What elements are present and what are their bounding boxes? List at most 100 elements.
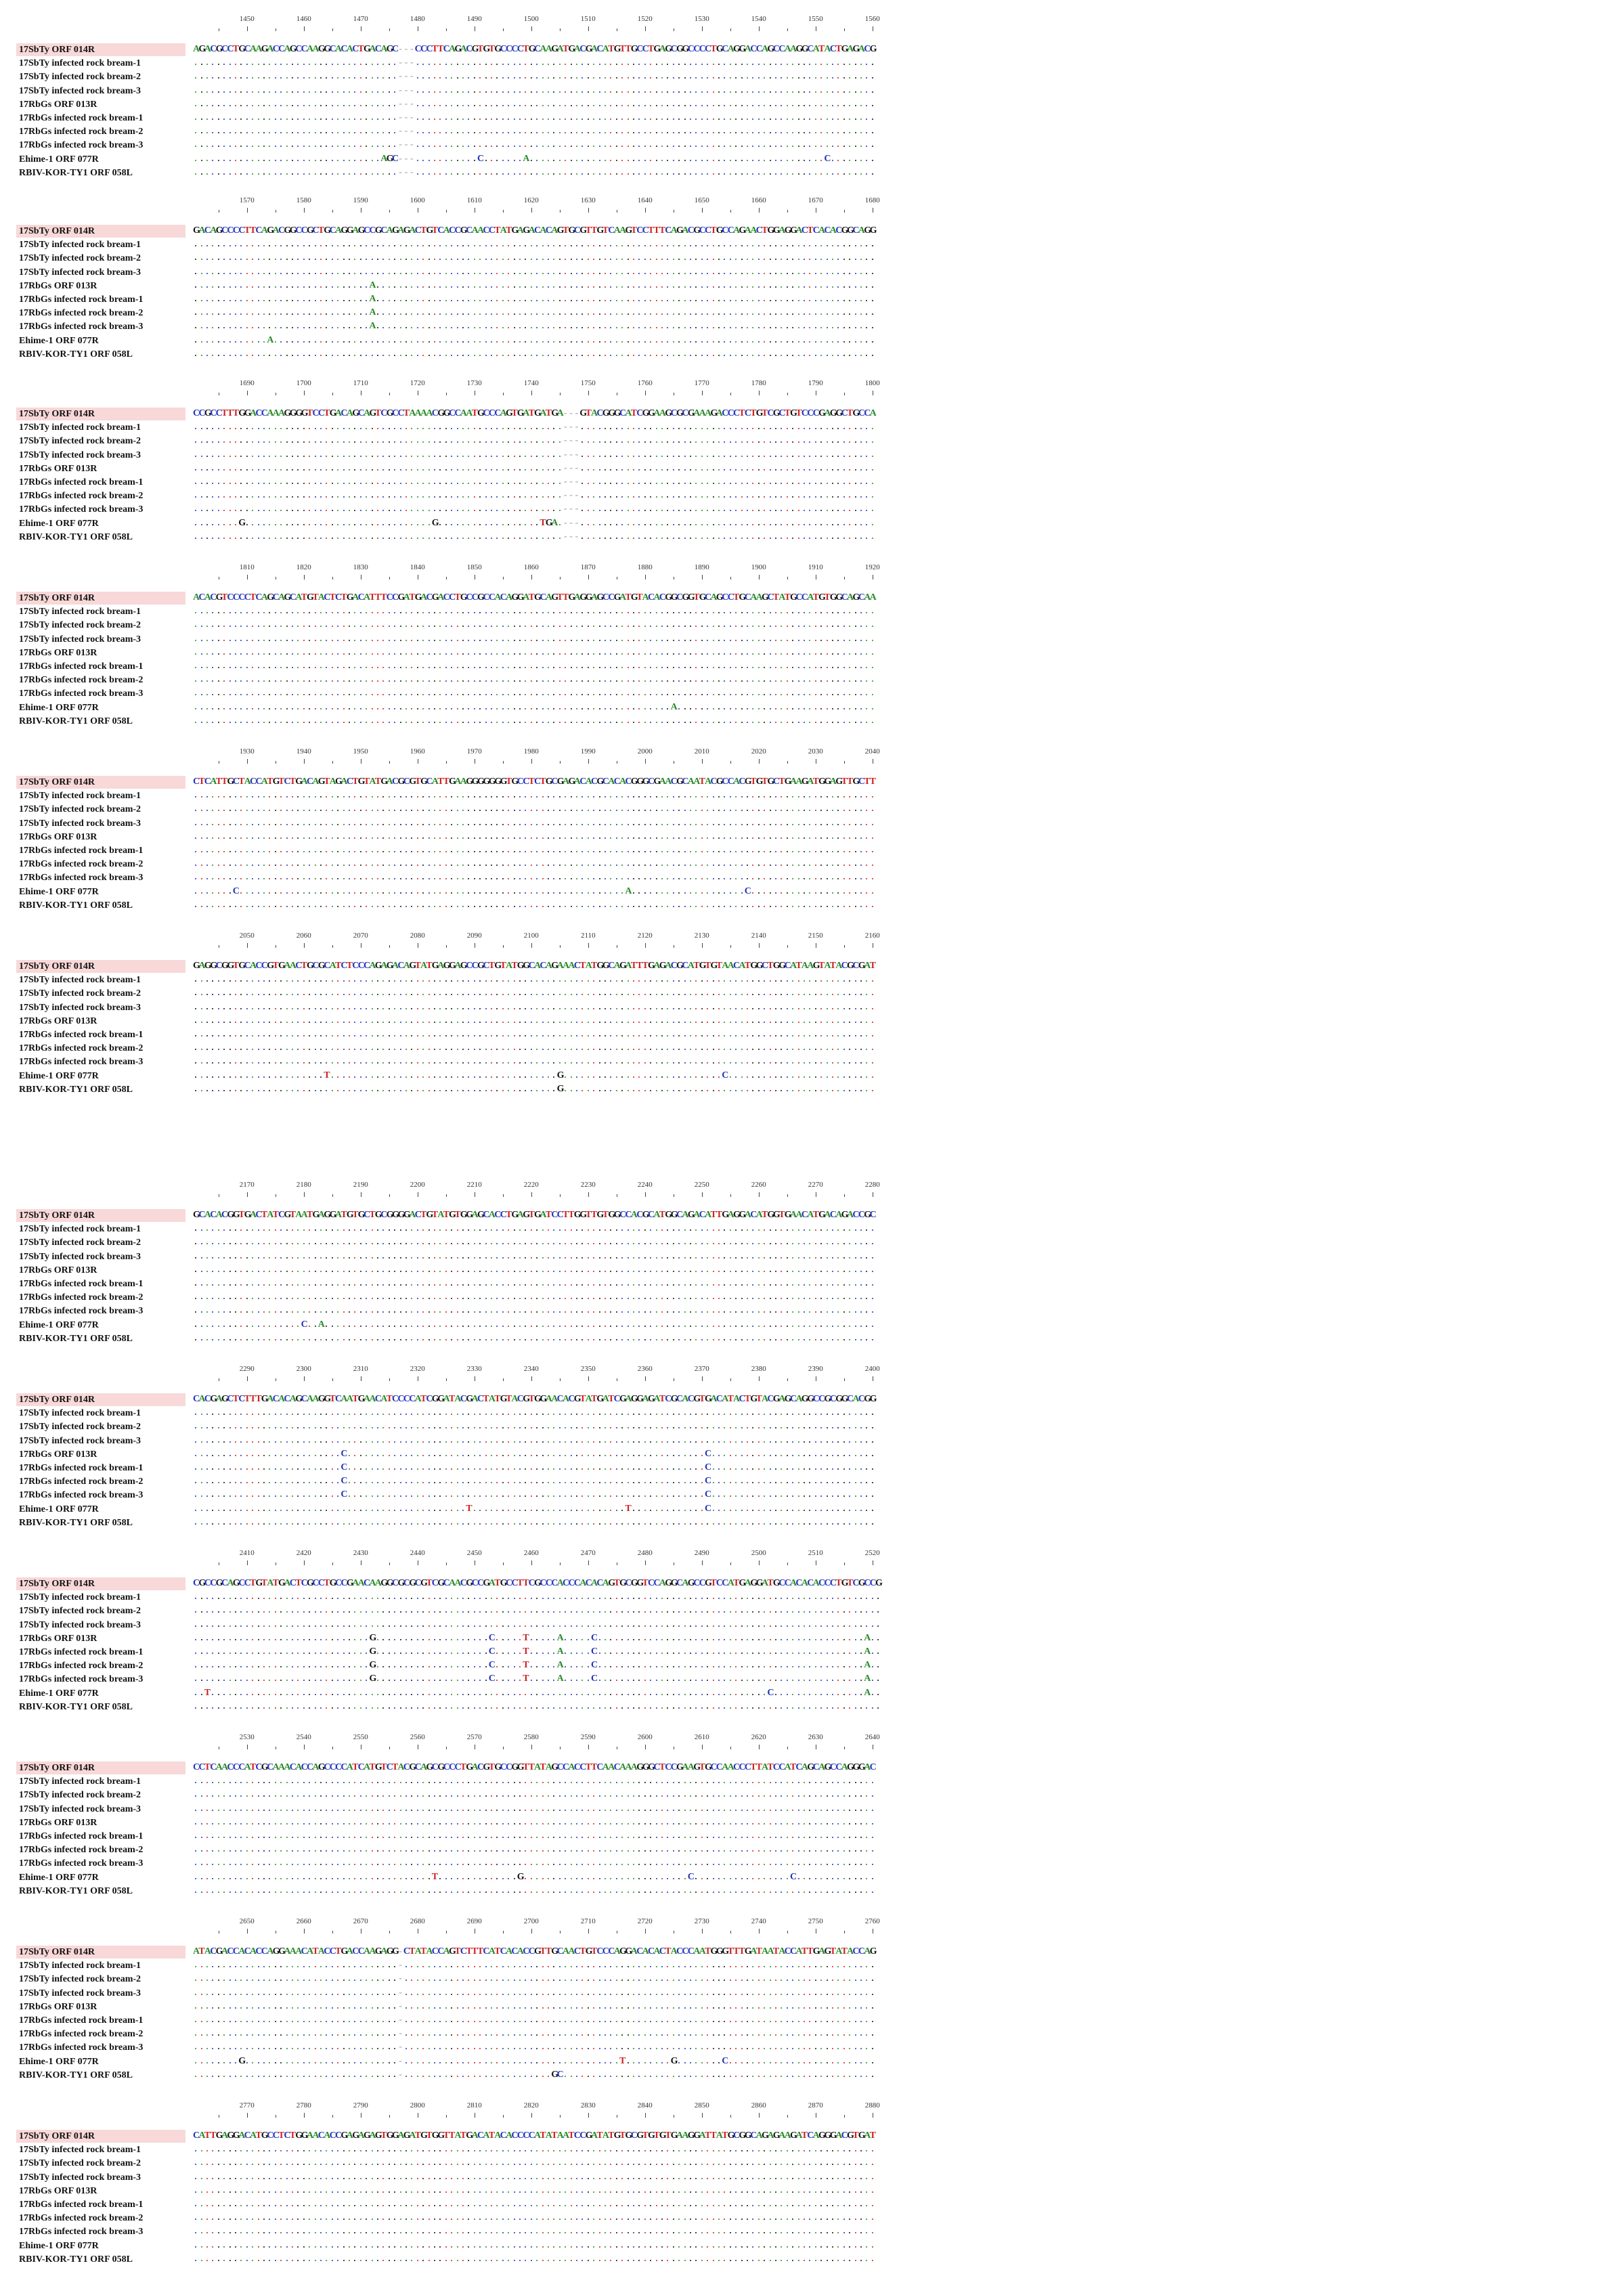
- identity-dot: [684, 428, 686, 429]
- identity-dot: [815, 341, 816, 343]
- identity-dot: [372, 441, 373, 443]
- identity-dot: [701, 105, 703, 106]
- identity-dot: [673, 428, 674, 429]
- identity-dot: [195, 286, 196, 288]
- identity-dot: [735, 160, 737, 161]
- identity-dot: [519, 146, 521, 147]
- identity-dot: [297, 456, 299, 457]
- identity-dot: [667, 483, 668, 484]
- identity-dot: [701, 300, 703, 301]
- base: G: [403, 223, 409, 238]
- identity-dot: [809, 286, 810, 288]
- base: T: [762, 406, 767, 420]
- base: C: [608, 223, 613, 238]
- base: A: [204, 42, 210, 56]
- identity-dot: [656, 64, 657, 65]
- identity-dot: [633, 428, 634, 429]
- identity-dot: [235, 441, 236, 443]
- identity-dot: [309, 286, 310, 288]
- identity-dot: [269, 441, 270, 443]
- identity-dot: [218, 428, 219, 429]
- identity-dot: [752, 300, 753, 301]
- identity-dot: [258, 118, 259, 120]
- identity-dot: [581, 64, 583, 65]
- identity-dot: [439, 286, 441, 288]
- sequence-name: 17SbTy infected rock bream-3: [16, 449, 185, 462]
- identity-dot: [565, 132, 566, 133]
- identity-dot: [258, 91, 259, 93]
- identity-dot: [673, 132, 674, 133]
- identity-dot: [565, 160, 566, 161]
- identity-dot: [781, 313, 782, 315]
- identity-dot: [843, 245, 845, 246]
- identity-dot: [536, 483, 537, 484]
- identity-dot: [474, 160, 475, 161]
- identity-dot: [792, 456, 793, 457]
- identity-dot: [417, 355, 418, 356]
- sequence-name: 17SbTy ORF 014R: [16, 43, 185, 56]
- identity-dot: [286, 428, 288, 429]
- identity-dot: [332, 259, 333, 260]
- identity-dot: [485, 118, 487, 120]
- identity-dot: [297, 146, 299, 147]
- identity-dot: [218, 300, 219, 301]
- identity-dot: [809, 441, 810, 443]
- identity-dot: [275, 146, 276, 147]
- identity-dot: [638, 118, 640, 120]
- identity-dot: [519, 441, 521, 443]
- identity-dot: [548, 300, 549, 301]
- identity-dot: [837, 245, 839, 246]
- identity-dot: [849, 341, 850, 343]
- base: A: [250, 42, 255, 56]
- identity-dot: [206, 355, 208, 356]
- identity-dot: [514, 313, 515, 315]
- identity-dot: [781, 355, 782, 356]
- identity-dot: [707, 160, 708, 161]
- identity-dot: [565, 259, 566, 260]
- identity-dot: [542, 300, 544, 301]
- identity-dot: [223, 355, 225, 356]
- identity-dot: [479, 273, 481, 274]
- identity-dot: [770, 341, 771, 343]
- identity-dot: [519, 118, 521, 120]
- identity-dot: [581, 245, 583, 246]
- identity-dot: [377, 441, 378, 443]
- identity-dot: [394, 456, 395, 457]
- identity-dot: [457, 456, 458, 457]
- identity-dot: [439, 327, 441, 328]
- identity-dot: [787, 428, 788, 429]
- identity-dot: [206, 64, 208, 65]
- identity-dot: [713, 483, 714, 484]
- identity-dot: [258, 496, 259, 498]
- identity-dot: [843, 428, 845, 429]
- identity-dot: [872, 64, 873, 65]
- identity-dot: [343, 313, 345, 315]
- base: G: [716, 223, 722, 238]
- base: A: [540, 223, 545, 238]
- identity-dot: [280, 132, 282, 133]
- identity-dot: [275, 64, 276, 65]
- identity-dot: [201, 273, 202, 274]
- identity-dot: [366, 91, 367, 93]
- identity-dot: [860, 327, 862, 328]
- identity-dot: [491, 341, 492, 343]
- identity-dot: [462, 483, 464, 484]
- identity-dot: [593, 77, 594, 79]
- identity-dot: [206, 245, 208, 246]
- identity-dot: [707, 428, 708, 429]
- identity-dot: [309, 245, 310, 246]
- base: G: [676, 406, 682, 420]
- aligned-sequence-row: 17RbGs infected rock bream-1- - -: [0, 475, 1624, 489]
- identity-dot: [815, 441, 816, 443]
- identity-dot: [542, 355, 544, 356]
- identity-dot: [405, 469, 407, 471]
- identity-dot: [581, 428, 583, 429]
- identity-dot: [656, 173, 657, 175]
- identity-dot: [673, 313, 674, 315]
- identity-dot: [820, 273, 822, 274]
- identity-dot: [377, 118, 378, 120]
- identity-dot: [519, 286, 521, 288]
- base: C: [454, 406, 460, 420]
- identity-dot: [707, 341, 708, 343]
- identity-dot: [269, 300, 270, 301]
